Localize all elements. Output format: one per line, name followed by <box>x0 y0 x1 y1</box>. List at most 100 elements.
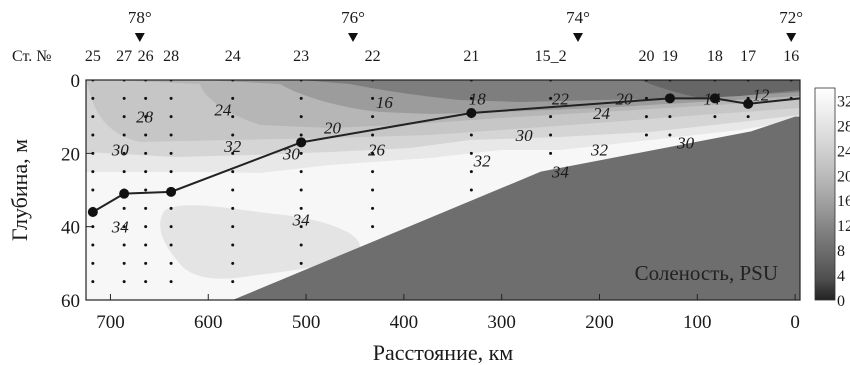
band-14 <box>640 80 800 98</box>
sample-dot <box>169 243 173 247</box>
colorbar-tick-label: 32 <box>837 93 850 110</box>
sample-dot <box>144 96 148 100</box>
sample-dot <box>549 96 553 100</box>
contour-label: 30 <box>282 144 301 163</box>
sample-dot <box>549 151 553 155</box>
sample-dot <box>469 151 473 155</box>
annotation-salinity: Соленость, PSU <box>635 261 778 285</box>
contour-label: 18 <box>469 89 487 108</box>
sample-dot <box>371 115 375 119</box>
sample-dot <box>231 206 235 210</box>
station-label: 25 <box>85 48 101 65</box>
contour-label: 32 <box>590 141 609 160</box>
plot-frame <box>85 79 801 301</box>
sample-dot <box>299 133 303 137</box>
x-axis: 700 600 500 400 300 200 100 0 <box>96 294 800 333</box>
sample-dot <box>122 261 126 265</box>
sample-dot <box>231 225 235 229</box>
sample-dot <box>144 261 148 265</box>
sample-dot <box>371 133 375 137</box>
y-axis: 0 20 40 60 <box>61 71 92 312</box>
sample-dot <box>644 115 648 119</box>
y-tick-label: 20 <box>61 144 80 165</box>
colorbar-ticks: 32 28 24 20 16 12 8 4 0 <box>837 93 850 310</box>
pycnocline-marker <box>166 186 177 197</box>
sample-dot <box>91 243 95 247</box>
pycnocline-marker <box>709 93 720 104</box>
sample-dot <box>144 243 148 247</box>
pycnocline-marker <box>664 93 675 104</box>
contour-label: 32 <box>223 137 242 156</box>
sample-dot <box>644 133 648 137</box>
sample-dot <box>169 96 173 100</box>
sample-dot <box>299 151 303 155</box>
sample-dot <box>122 133 126 137</box>
sample-dot <box>231 243 235 247</box>
contour-label: 34 <box>551 163 570 182</box>
sample-dot <box>169 133 173 137</box>
x-tick-label: 200 <box>585 312 614 333</box>
sample-dot <box>91 280 95 284</box>
contour-labels: 2824161822201412303220302630243232303434… <box>111 86 770 237</box>
sample-dot <box>91 115 95 119</box>
longitude-label: 76° <box>341 8 365 27</box>
station-label: 24 <box>225 48 241 65</box>
colorbar-tick-label: 4 <box>837 268 845 285</box>
station-label: 16 <box>783 48 799 65</box>
sample-dot <box>122 170 126 174</box>
x-tick-label: 300 <box>487 312 516 333</box>
sample-dot <box>469 170 473 174</box>
station-label: 23 <box>293 48 309 65</box>
sample-dot <box>371 151 375 155</box>
sample-dot <box>668 133 672 137</box>
sample-dot <box>122 206 126 210</box>
contour-label: 16 <box>376 93 394 112</box>
sample-dot <box>299 206 303 210</box>
contour-label: 30 <box>676 133 695 152</box>
colorbar <box>814 87 836 301</box>
pycnocline-marker <box>87 207 98 217</box>
y-axis-title: Глубина, м <box>7 139 32 241</box>
colorbar-tick-label: 28 <box>837 118 850 135</box>
x-tick-label: 500 <box>292 312 321 333</box>
sample-dot <box>231 96 235 100</box>
sample-dot <box>371 170 375 174</box>
sample-dot <box>122 115 126 119</box>
sample-dot <box>91 188 95 192</box>
sample-dot <box>91 151 95 155</box>
x-tick-label: 0 <box>790 312 800 333</box>
pycnocline <box>87 93 801 217</box>
sample-dot <box>122 151 126 155</box>
sample-dot <box>299 261 303 265</box>
sample-dot <box>122 280 126 284</box>
longitude-label: 78° <box>128 8 152 27</box>
sample-dot <box>299 170 303 174</box>
sample-dot <box>469 133 473 137</box>
sample-dot <box>371 96 375 100</box>
contour-label: 30 <box>515 126 534 145</box>
colorbar-tick-label: 24 <box>837 143 850 160</box>
sample-dot <box>371 206 375 210</box>
y-tick-label: 0 <box>71 71 81 92</box>
sample-dot <box>144 188 148 192</box>
longitude-marker <box>786 33 797 42</box>
y-tick-label: 60 <box>61 291 80 312</box>
x-tick-label: 700 <box>96 312 125 333</box>
x-axis-title: Расстояние, км <box>373 340 514 365</box>
contour-label: 30 <box>111 141 130 160</box>
longitude-marker <box>572 33 583 42</box>
sample-dot <box>231 133 235 137</box>
sample-dot <box>299 96 303 100</box>
station-label: 21 <box>463 48 479 65</box>
contour-label: 24 <box>593 104 611 123</box>
sample-dot <box>746 115 750 119</box>
sample-dot <box>469 96 473 100</box>
station-label: 19 <box>662 48 678 65</box>
colorbar-tick-label: 8 <box>837 243 845 260</box>
sample-dot <box>713 115 717 119</box>
sample-dot <box>371 225 375 229</box>
x-tick-label: 100 <box>683 312 712 333</box>
station-label: 28 <box>163 48 179 65</box>
pycnocline-marker <box>119 188 130 199</box>
sample-dot <box>144 280 148 284</box>
